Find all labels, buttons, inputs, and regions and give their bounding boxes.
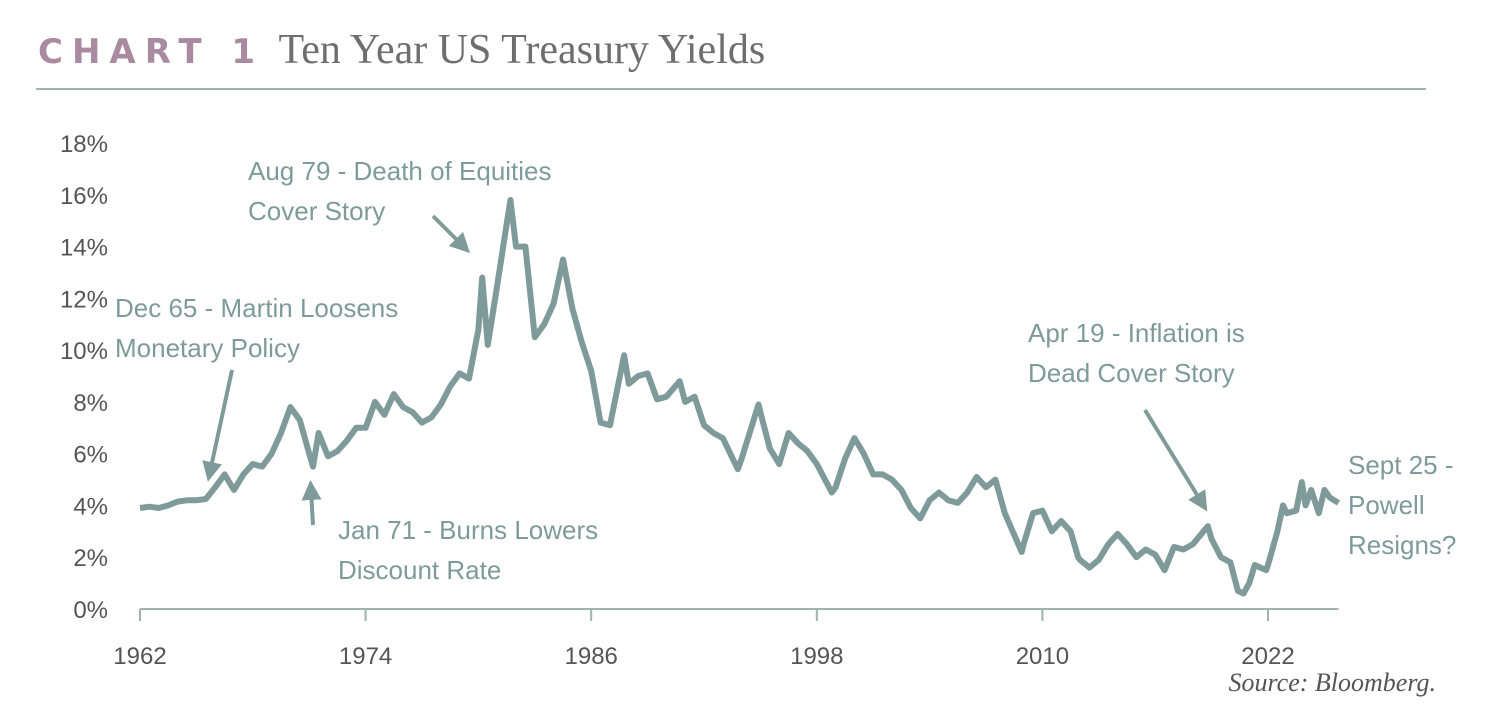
- x-tick-label: 1974: [339, 643, 392, 670]
- annotation-line: Powell: [1348, 490, 1425, 520]
- annotation-line: Jan 71 - Burns Lowers: [338, 515, 599, 545]
- axes: 1962 1974 1986 1998 2010 2022 0% 2% 4% 6% 8% 10% 12%…: [60, 131, 1339, 670]
- y-tick-label: 2%: [73, 545, 108, 572]
- y-tick-label: 0%: [73, 597, 108, 624]
- arrow-apr19: [1143, 408, 1208, 512]
- annotation-line: Sept 25 -: [1348, 450, 1454, 480]
- chart-title: Ten Year US Treasury Yields: [278, 27, 766, 73]
- annotation-line: Dec 65 - Martin Loosens: [115, 293, 399, 323]
- x-tick-label: 2022: [1241, 643, 1294, 670]
- annotation-line: Cover Story: [248, 196, 386, 226]
- x-tick-label: 1986: [565, 643, 618, 670]
- title-divider: [36, 88, 1426, 90]
- y-tick-label: 16%: [60, 183, 108, 210]
- y-tick-label: 12%: [60, 286, 108, 313]
- chart-number: CHART 1: [38, 32, 265, 72]
- annotation-jan71: Jan 71 - Burns Lowers Discount Rate: [338, 510, 598, 590]
- annotation-arrows: [202, 214, 1208, 526]
- arrow-dec65: [202, 369, 234, 482]
- annotation-apr19: Apr 19 - Inflation is Dead Cover Story: [1028, 313, 1245, 393]
- x-tick-label: 2010: [1016, 643, 1069, 670]
- x-tick-label: 1962: [113, 643, 166, 670]
- annotation-sept25: Sept 25 - Powell Resigns?: [1348, 445, 1456, 565]
- arrow-jan71: [301, 480, 322, 526]
- annotation-line: Resigns?: [1348, 530, 1457, 560]
- y-tick-label: 14%: [60, 235, 108, 262]
- yield-line: [139, 197, 1341, 597]
- x-tick-label: 1998: [790, 643, 843, 670]
- y-tick-label: 18%: [60, 131, 108, 158]
- annotation-aug79: Aug 79 - Death of Equities Cover Story: [248, 151, 552, 231]
- y-tick-label: 10%: [60, 338, 108, 365]
- annotation-line: Apr 19 - Inflation is: [1028, 318, 1245, 348]
- y-tick-label: 6%: [73, 442, 108, 469]
- arrow-aug79: [431, 214, 471, 254]
- source-note: Source: Bloomberg.: [1228, 668, 1436, 697]
- annotation-line: Monetary Policy: [115, 333, 300, 363]
- annotation-line: Dead Cover Story: [1028, 358, 1235, 388]
- y-tick-label: 4%: [73, 493, 108, 520]
- annotation-line: Discount Rate: [338, 555, 502, 585]
- y-tick-label: 8%: [73, 390, 108, 417]
- chart-header: CHART 1 Ten Year US Treasury Yields: [38, 26, 765, 74]
- annotation-line: Aug 79 - Death of Equities: [248, 156, 552, 186]
- annotation-dec65: Dec 65 - Martin Loosens Monetary Policy: [115, 288, 398, 368]
